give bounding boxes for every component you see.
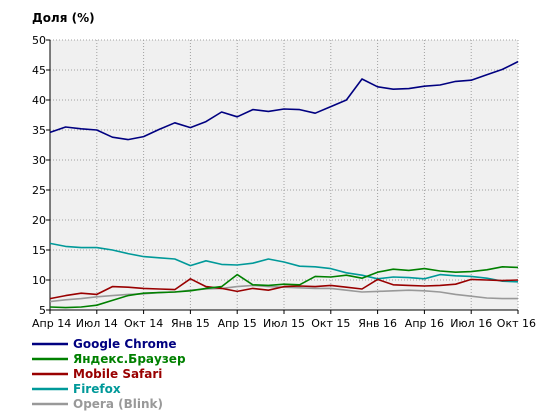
x-tick-label: Окт 15 <box>311 317 350 330</box>
x-tick-label: Окт 14 <box>124 317 163 330</box>
y-axis-label: Доля (%) <box>32 11 95 25</box>
y-tick-label: 45 <box>32 64 46 77</box>
y-tick-label: 15 <box>32 244 46 257</box>
x-tick-label: Янв 16 <box>358 317 397 330</box>
legend-label-firefox: Firefox <box>73 382 121 396</box>
legend-label-mobile-safari: Mobile Safari <box>73 367 162 381</box>
x-tick-label: Окт 16 <box>497 317 536 330</box>
axes <box>46 39 519 314</box>
x-tick-label: Апр 15 <box>218 317 257 330</box>
series-line-firefox <box>49 242 519 283</box>
x-tick-label: Июл 14 <box>76 317 118 330</box>
x-tick-label: Апр 14 <box>32 317 71 330</box>
y-tick-label: 50 <box>32 34 46 47</box>
series-line-google-chrome <box>49 60 519 141</box>
tick-labels: 5 10 15 20 25 30 35 40 45 50 Апр 14 Июл 14 Окт 14 Янв… <box>32 34 536 330</box>
series-line-mobile-safari <box>49 277 519 300</box>
legend-label-opera-blink: Opera (Blink) <box>73 397 163 411</box>
legend-label-яндекс-браузер: Яндекс.Браузер <box>73 352 186 366</box>
y-tick-label: 30 <box>32 154 46 167</box>
legend-label-google-chrome: Google Chrome <box>73 337 177 351</box>
y-tick-label: 5 <box>39 304 46 317</box>
x-tick-label: Июл 15 <box>263 317 305 330</box>
y-tick-label: 25 <box>32 184 46 197</box>
series-lines <box>49 60 519 309</box>
y-tick-label: 20 <box>32 214 46 227</box>
y-tick-label: 10 <box>32 274 46 287</box>
x-tick-label: Июл 16 <box>450 317 492 330</box>
x-tick-label: Апр 16 <box>405 317 444 330</box>
x-tick-label: Янв 15 <box>171 317 210 330</box>
y-tick-label: 40 <box>32 94 46 107</box>
series-line-яндекс-браузер <box>49 265 519 309</box>
grid <box>50 39 519 310</box>
y-tick-label: 35 <box>32 124 46 137</box>
